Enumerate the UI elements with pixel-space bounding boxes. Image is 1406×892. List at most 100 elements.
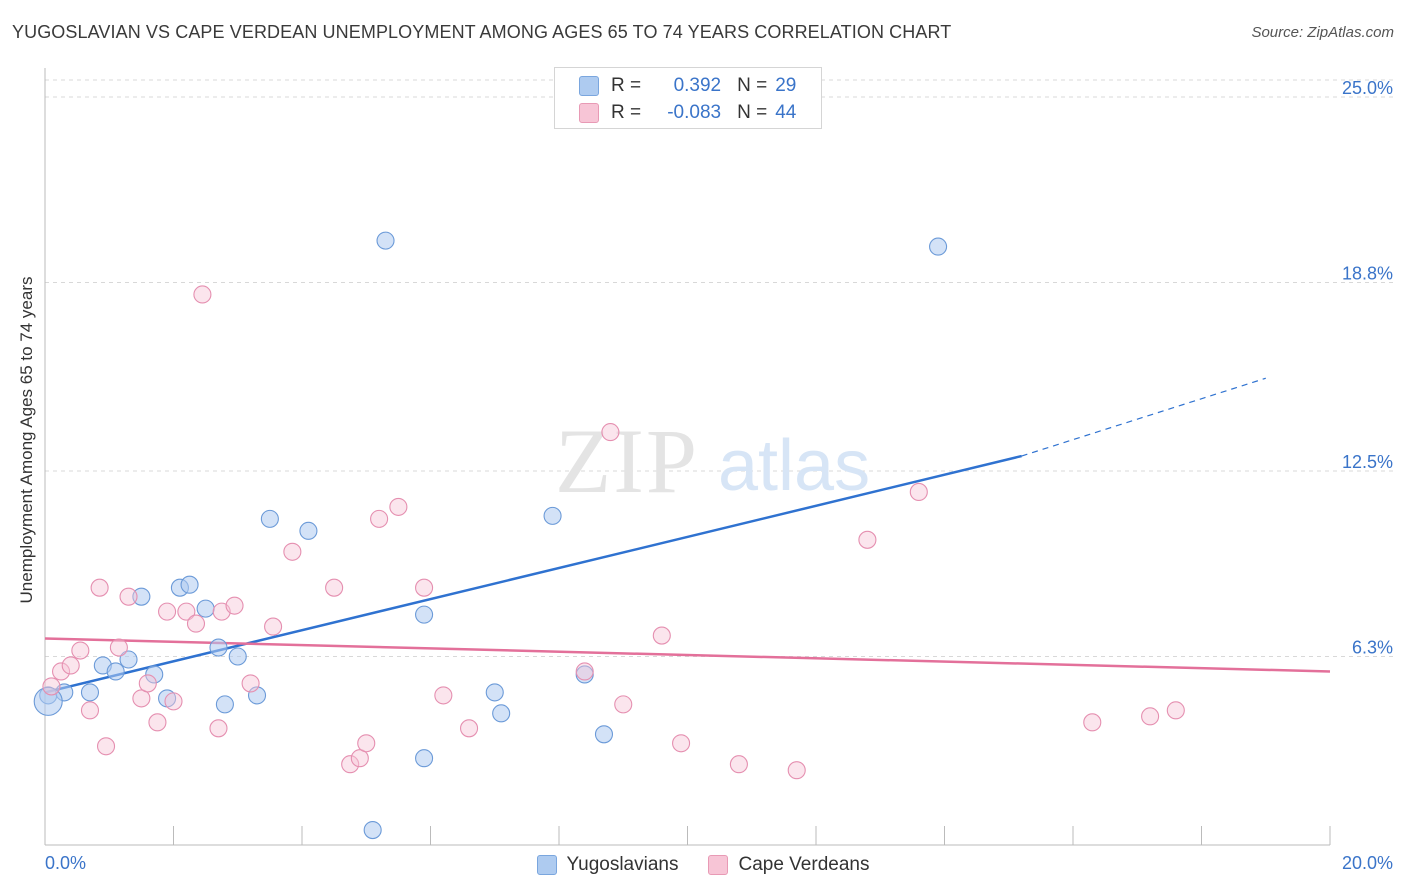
legend-r-label: R =	[611, 75, 642, 96]
data-point-cape-verdeans	[158, 602, 177, 621]
data-point-cape-verdeans	[96, 737, 116, 756]
data-point-cape-verdeans	[350, 749, 369, 768]
data-point-cape-verdeans	[1141, 707, 1160, 726]
data-point-cape-verdeans	[109, 638, 128, 657]
data-point-cape-verdeans	[601, 423, 620, 442]
data-point-cape-verdeans	[283, 542, 302, 561]
data-point-cape-verdeans	[90, 578, 109, 597]
chart-title: YUGOSLAVIAN VS CAPE VERDEAN UNEMPLOYMENT…	[12, 22, 952, 42]
trend-line-extension	[1021, 377, 1266, 457]
data-point-cape-verdeans	[1083, 713, 1102, 732]
legend-n-label: N =	[737, 102, 768, 123]
data-point-cape-verdeans	[652, 626, 671, 645]
data-point-yugoslavians	[132, 587, 151, 606]
legend-r-value: 0.392	[673, 75, 722, 96]
data-point-yugoslavians	[492, 704, 511, 723]
legend-item-yugoslavians[interactable]: Yugoslavians	[536, 854, 679, 876]
data-point-yugoslavians	[260, 509, 279, 528]
legend-swatch-blue	[579, 76, 599, 96]
legend-n-value: 29	[775, 75, 797, 96]
series-legend: Yugoslavians Cape Verdeans	[0, 850, 1406, 880]
data-point-cape-verdeans	[909, 482, 928, 501]
data-point-cape-verdeans	[225, 596, 244, 615]
data-point-cape-verdeans	[119, 587, 138, 606]
data-point-yugoslavians	[929, 237, 948, 256]
data-point-cape-verdeans	[148, 713, 167, 732]
data-point-yugoslavians	[180, 575, 199, 594]
data-point-yugoslavians	[543, 506, 562, 525]
grid-layer	[45, 79, 1395, 658]
data-point-cape-verdeans	[132, 689, 151, 708]
source-label: Source: ZipAtlas.com	[1251, 24, 1394, 41]
legend-swatch-pink	[708, 855, 729, 875]
data-point-cape-verdeans	[80, 701, 100, 720]
trend-line-cape-verdeans	[44, 637, 1331, 673]
trend-line-yugoslavians	[44, 454, 1022, 694]
data-point-cape-verdeans	[209, 719, 228, 738]
y-tick-label: 12.5%	[1342, 452, 1393, 472]
data-point-cape-verdeans	[459, 719, 479, 738]
data-point-cape-verdeans	[186, 614, 206, 633]
correlation-legend: R = 0.392 N = 29 R = -0.083 N = 44	[554, 67, 822, 129]
data-point-yugoslavians	[196, 599, 215, 618]
legend-n-value: 44	[775, 102, 797, 123]
data-point-cape-verdeans	[415, 578, 434, 597]
legend-label: Yugoslavians	[566, 854, 679, 875]
data-point-cape-verdeans	[264, 617, 283, 636]
data-point-cape-verdeans	[787, 761, 806, 780]
y-tick-label: 6.3%	[1352, 638, 1393, 658]
tick-layer: 6.3% 12.5% 18.8% 25.0% 0.0% 20.0%	[45, 78, 1393, 873]
data-point-cape-verdeans	[341, 755, 360, 774]
y-tick-label: 18.8%	[1342, 264, 1393, 284]
legend-label: Cape Verdeans	[738, 854, 870, 875]
data-point-yugoslavians	[145, 665, 164, 684]
legend-r-label: R =	[611, 102, 642, 123]
data-point-cape-verdeans	[370, 509, 389, 528]
trend-layer	[44, 377, 1331, 694]
data-point-cape-verdeans	[325, 578, 344, 597]
data-point-yugoslavians	[299, 521, 318, 540]
data-point-yugoslavians	[376, 231, 395, 250]
data-point-cape-verdeans	[357, 734, 376, 753]
legend-row-yugoslavians: R = 0.392 N = 29	[579, 73, 796, 99]
data-point-cape-verdeans	[193, 285, 212, 304]
data-point-cape-verdeans	[575, 662, 594, 681]
x-tick-label: 20.0%	[1342, 853, 1393, 873]
data-point-yugoslavians	[594, 725, 614, 744]
axis-layer	[44, 68, 1331, 846]
legend-swatch-pink	[579, 103, 599, 123]
data-point-cape-verdeans	[71, 641, 90, 660]
legend-r-value: -0.083	[667, 102, 722, 123]
data-point-cape-verdeans	[614, 695, 633, 714]
data-point-yugoslavians	[106, 662, 125, 681]
legend-swatch-blue	[536, 855, 557, 875]
y-tick-label: 25.0%	[1342, 78, 1393, 98]
data-point-yugoslavians	[485, 683, 504, 702]
legend-item-cape-verdeans[interactable]: Cape Verdeans	[708, 854, 869, 876]
data-point-yugoslavians	[215, 695, 234, 714]
data-point-cape-verdeans	[672, 734, 691, 753]
data-point-cape-verdeans	[729, 755, 748, 774]
x-tick-label: 0.0%	[45, 853, 86, 873]
data-point-yugoslavians	[415, 605, 434, 624]
watermark-zip: ZIP	[555, 410, 699, 512]
data-point-cape-verdeans	[389, 497, 408, 516]
data-point-cape-verdeans	[434, 686, 453, 705]
watermark: ZIP atlas	[555, 410, 870, 512]
data-point-cape-verdeans	[138, 674, 157, 693]
watermark-atlas: atlas	[718, 426, 870, 506]
y-axis-label-wrap: Unemployment Among Ages 65 to 74 years	[12, 60, 42, 820]
points-layer	[33, 231, 1185, 840]
legend-n-label: N =	[737, 75, 768, 96]
data-point-yugoslavians	[415, 749, 434, 768]
data-point-cape-verdeans	[61, 656, 80, 675]
data-point-yugoslavians	[80, 683, 100, 702]
data-point-cape-verdeans	[42, 677, 61, 696]
y-axis-label: Unemployment Among Ages 65 to 74 years	[17, 276, 36, 604]
data-point-yugoslavians	[119, 650, 138, 669]
data-point-cape-verdeans	[177, 602, 196, 621]
data-point-cape-verdeans	[164, 692, 183, 711]
legend-row-cape-verdeans: R = -0.083 N = 44	[579, 100, 796, 126]
data-point-cape-verdeans	[241, 674, 260, 693]
data-point-cape-verdeans	[858, 530, 877, 549]
